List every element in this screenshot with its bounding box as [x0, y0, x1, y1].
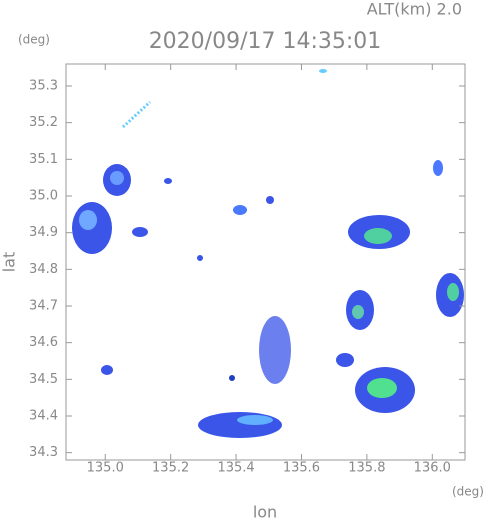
echoes: [72, 69, 464, 438]
x-tick-label: 136.0: [414, 461, 451, 476]
y-axis-label: lat: [0, 252, 19, 273]
y-tick-label: 34.7: [29, 299, 58, 314]
y-tick-label: 34.5: [29, 372, 58, 387]
y-unit: (deg): [18, 33, 50, 47]
y-tick-label: 34.8: [29, 262, 58, 277]
y-tick-label: 35.2: [29, 115, 58, 130]
plot-frame: [65, 63, 466, 461]
y-tick-label: 34.3: [29, 445, 58, 460]
x-tick-label: 135.8: [348, 461, 385, 476]
x-tick-label: 135.4: [217, 461, 254, 476]
x-tick-label: 135.6: [283, 461, 320, 476]
altitude: ALT(km) 2.0: [367, 0, 462, 19]
y-tick-label: 35.0: [29, 189, 58, 204]
x-unit: (deg): [452, 485, 484, 499]
y-tick-label: 34.6: [29, 335, 58, 350]
y-tick-label: 34.4: [29, 409, 58, 424]
y-tick-label: 34.9: [29, 225, 58, 240]
chart-title: 2020/09/17 14:35:01: [149, 29, 382, 54]
y-tick-label: 35.1: [29, 152, 58, 167]
y-tick-label: 35.3: [29, 79, 58, 94]
x-axis-label: lon: [253, 503, 277, 521]
x-tick-label: 135.2: [152, 461, 189, 476]
x-tick-label: 135.0: [87, 461, 124, 476]
